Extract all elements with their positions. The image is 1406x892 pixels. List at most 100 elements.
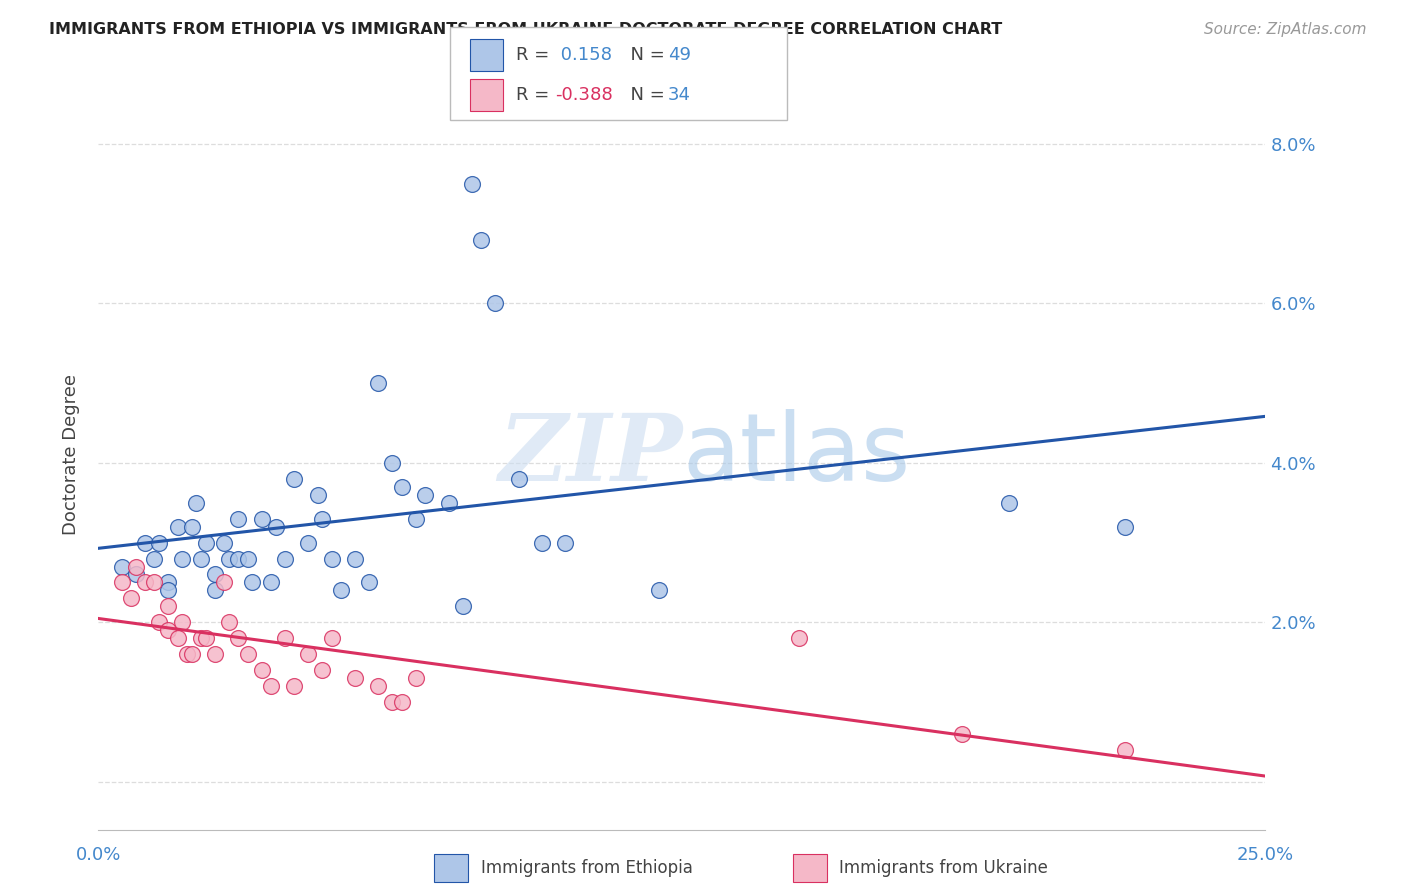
Point xyxy=(405,671,427,685)
Point xyxy=(228,511,250,525)
Point xyxy=(180,647,202,661)
Point xyxy=(204,583,226,598)
Point xyxy=(1114,519,1136,533)
Text: ZIP: ZIP xyxy=(498,410,682,500)
Point xyxy=(367,376,389,391)
Point xyxy=(391,695,413,709)
Point xyxy=(120,591,142,606)
Point xyxy=(250,511,273,525)
Point xyxy=(381,695,404,709)
Point xyxy=(236,647,259,661)
Point xyxy=(413,488,436,502)
Point xyxy=(157,624,180,638)
Point xyxy=(134,535,156,549)
Point xyxy=(1114,743,1136,757)
Point xyxy=(242,575,264,590)
Point xyxy=(172,615,194,630)
Text: R =: R = xyxy=(516,46,555,64)
Point xyxy=(264,519,287,533)
Y-axis label: Doctorate Degree: Doctorate Degree xyxy=(62,375,80,535)
Text: -0.388: -0.388 xyxy=(555,86,613,103)
Point xyxy=(214,535,236,549)
Text: 49: 49 xyxy=(668,46,690,64)
Point xyxy=(311,511,333,525)
Point xyxy=(143,575,166,590)
Point xyxy=(260,679,283,693)
Point xyxy=(405,511,427,525)
Point xyxy=(194,632,217,646)
Point xyxy=(344,551,367,566)
Point xyxy=(321,551,343,566)
Point xyxy=(125,567,148,582)
Point xyxy=(190,551,212,566)
Point xyxy=(297,535,319,549)
Point xyxy=(218,615,240,630)
Point xyxy=(330,583,353,598)
Point xyxy=(484,296,506,310)
Point xyxy=(260,575,283,590)
Point xyxy=(176,647,198,661)
Point xyxy=(148,615,170,630)
Text: Immigrants from Ukraine: Immigrants from Ukraine xyxy=(839,859,1049,877)
Point xyxy=(367,679,389,693)
Point xyxy=(470,233,492,247)
Point xyxy=(311,663,333,677)
Point xyxy=(180,519,202,533)
Point xyxy=(148,535,170,549)
Point xyxy=(283,679,305,693)
Text: Immigrants from Ethiopia: Immigrants from Ethiopia xyxy=(481,859,693,877)
Point xyxy=(274,632,297,646)
Point xyxy=(194,535,217,549)
Point xyxy=(274,551,297,566)
Point xyxy=(157,599,180,614)
Point xyxy=(204,647,226,661)
Text: atlas: atlas xyxy=(682,409,910,501)
Point xyxy=(166,632,188,646)
Point xyxy=(228,551,250,566)
Point xyxy=(111,575,134,590)
Point xyxy=(204,567,226,582)
Point xyxy=(157,583,180,598)
Text: R =: R = xyxy=(516,86,555,103)
Point xyxy=(134,575,156,590)
Point xyxy=(297,647,319,661)
Point xyxy=(950,727,973,741)
Point xyxy=(111,559,134,574)
Point xyxy=(172,551,194,566)
Point xyxy=(143,551,166,566)
Point xyxy=(647,583,669,598)
Point xyxy=(166,519,188,533)
Text: 0.0%: 0.0% xyxy=(76,846,121,863)
Point xyxy=(391,480,413,494)
Point xyxy=(190,632,212,646)
Point xyxy=(321,632,343,646)
Point xyxy=(461,177,484,191)
Point xyxy=(437,496,460,510)
Point xyxy=(125,559,148,574)
Point xyxy=(381,456,404,470)
Text: N =: N = xyxy=(619,86,671,103)
Point xyxy=(554,535,576,549)
Point xyxy=(186,496,208,510)
Point xyxy=(236,551,259,566)
Text: 0.158: 0.158 xyxy=(555,46,613,64)
Point xyxy=(214,575,236,590)
Text: N =: N = xyxy=(619,46,671,64)
Point xyxy=(451,599,474,614)
Text: IMMIGRANTS FROM ETHIOPIA VS IMMIGRANTS FROM UKRAINE DOCTORATE DEGREE CORRELATION: IMMIGRANTS FROM ETHIOPIA VS IMMIGRANTS F… xyxy=(49,22,1002,37)
Point xyxy=(218,551,240,566)
Point xyxy=(307,488,329,502)
Point xyxy=(250,663,273,677)
Point xyxy=(359,575,381,590)
Text: Source: ZipAtlas.com: Source: ZipAtlas.com xyxy=(1204,22,1367,37)
Point xyxy=(228,632,250,646)
Point xyxy=(508,472,530,486)
Point xyxy=(997,496,1019,510)
Point xyxy=(530,535,553,549)
Point xyxy=(787,632,810,646)
Point xyxy=(344,671,367,685)
Point xyxy=(283,472,305,486)
Text: 25.0%: 25.0% xyxy=(1237,846,1294,863)
Text: 34: 34 xyxy=(668,86,690,103)
Point xyxy=(157,575,180,590)
